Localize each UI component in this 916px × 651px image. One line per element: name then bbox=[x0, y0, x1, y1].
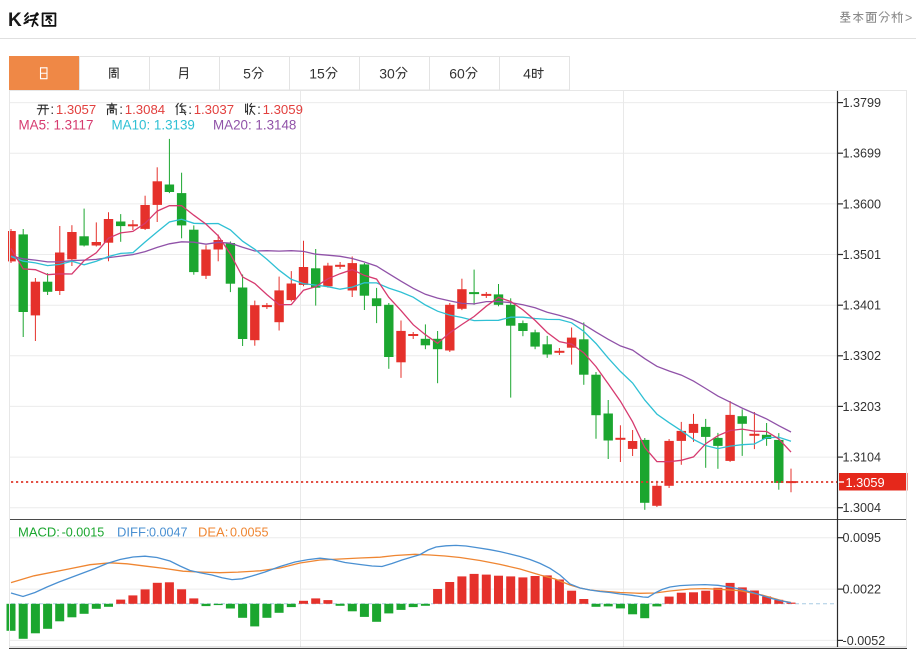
svg-text:1.3084: 1.3084 bbox=[125, 102, 165, 117]
svg-text:1.3059: 1.3059 bbox=[846, 475, 885, 490]
svg-text:1.3302: 1.3302 bbox=[843, 349, 882, 363]
svg-text:0.0055: 0.0055 bbox=[230, 526, 269, 540]
svg-text::: : bbox=[50, 102, 54, 117]
svg-text:5: 5 bbox=[243, 66, 251, 82]
svg-text:1.3501: 1.3501 bbox=[843, 248, 882, 262]
svg-text:1.3104: 1.3104 bbox=[843, 451, 882, 465]
svg-text:1.3057: 1.3057 bbox=[56, 102, 96, 117]
svg-text:1.3203: 1.3203 bbox=[843, 400, 882, 414]
svg-text:1.3004: 1.3004 bbox=[843, 501, 882, 515]
svg-text:MA5: 1.3117: MA5: 1.3117 bbox=[19, 118, 94, 133]
svg-text:60: 60 bbox=[449, 66, 465, 82]
svg-text:MA20: 1.3148: MA20: 1.3148 bbox=[213, 118, 296, 133]
svg-text::: : bbox=[188, 102, 192, 117]
svg-text:>: > bbox=[905, 11, 912, 25]
svg-text:MA10: 1.3139: MA10: 1.3139 bbox=[112, 118, 195, 133]
svg-text:1.3799: 1.3799 bbox=[843, 96, 882, 110]
svg-text:4: 4 bbox=[523, 66, 531, 82]
svg-text:DIFF:: DIFF: bbox=[117, 525, 150, 540]
svg-text:MACD:: MACD: bbox=[18, 525, 60, 540]
svg-text:-0.0052: -0.0052 bbox=[843, 634, 886, 648]
svg-text:DEA:: DEA: bbox=[198, 525, 228, 540]
svg-text:0.0022: 0.0022 bbox=[843, 583, 882, 597]
svg-text:0.0047: 0.0047 bbox=[149, 526, 188, 540]
svg-text:1.3401: 1.3401 bbox=[843, 299, 882, 313]
svg-text:30: 30 bbox=[379, 66, 395, 82]
svg-text::: : bbox=[119, 102, 123, 117]
svg-text:1.3699: 1.3699 bbox=[843, 147, 882, 161]
svg-text:1.3037: 1.3037 bbox=[194, 102, 234, 117]
svg-text:K: K bbox=[8, 10, 22, 31]
svg-text:0.0095: 0.0095 bbox=[843, 531, 882, 545]
svg-text:1.3600: 1.3600 bbox=[843, 197, 882, 211]
svg-text:1.3059: 1.3059 bbox=[263, 102, 303, 117]
svg-text:15: 15 bbox=[309, 66, 325, 82]
svg-text::: : bbox=[257, 102, 261, 117]
svg-text:-0.0015: -0.0015 bbox=[62, 526, 105, 540]
